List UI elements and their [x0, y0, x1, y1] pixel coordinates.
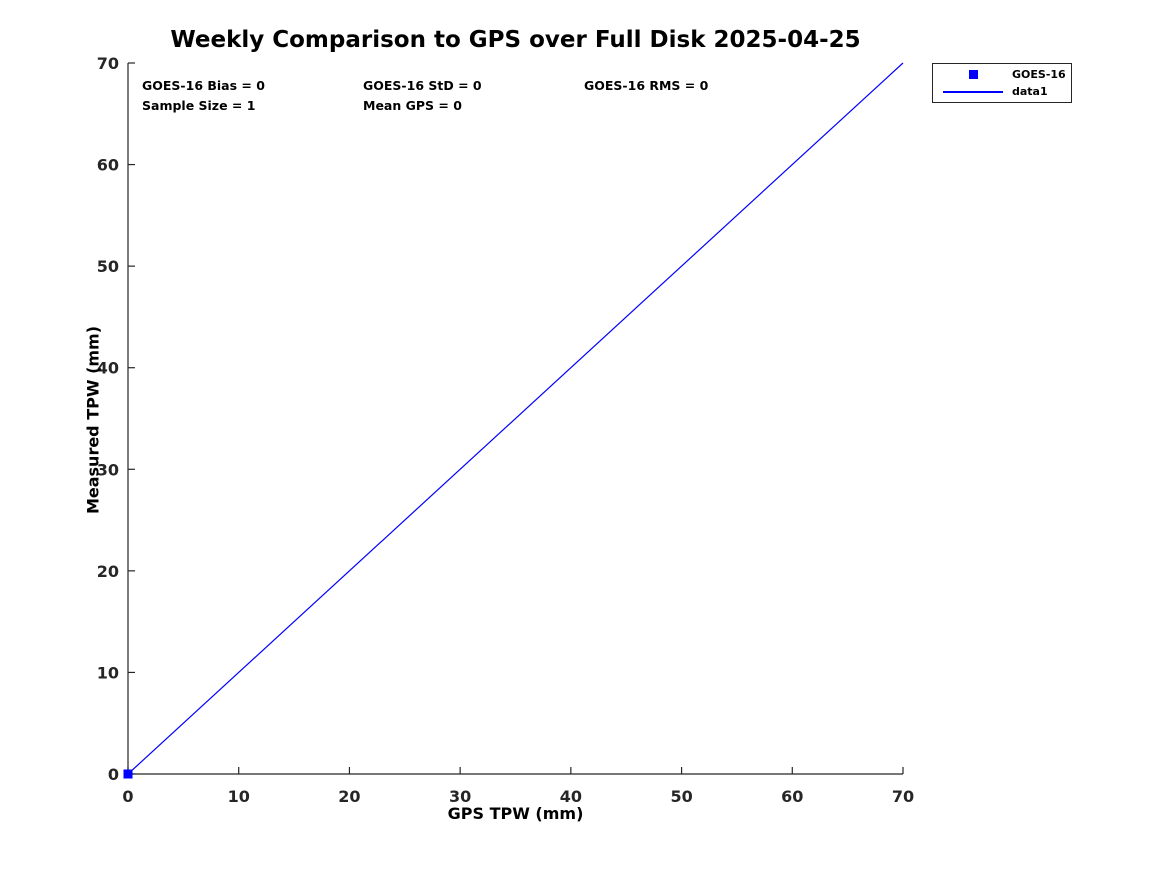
- legend-entry-data1: data1: [933, 83, 1071, 100]
- legend-label-goes16: GOES-16: [1012, 68, 1066, 81]
- square-marker-icon: [968, 70, 978, 79]
- x-tick-label: 10: [228, 787, 250, 806]
- x-tick-label: 70: [892, 787, 914, 806]
- series-line-data1: [127, 62, 904, 775]
- y-tick-label: 20: [97, 562, 119, 581]
- legend-swatch-area: [943, 70, 1003, 79]
- y-tick-label: 30: [97, 460, 119, 479]
- x-tick-label: 30: [449, 787, 471, 806]
- x-tick-label: 20: [338, 787, 360, 806]
- y-tick-label: 70: [97, 54, 119, 73]
- stat-sample-size: Sample Size = 1: [142, 98, 256, 113]
- x-tick-label: 60: [781, 787, 803, 806]
- legend-label-data1: data1: [1012, 85, 1048, 98]
- y-tick-label: 10: [97, 663, 119, 682]
- y-axis-label: Measured TPW (mm): [83, 325, 103, 515]
- stat-mean-gps: Mean GPS = 0: [363, 98, 462, 113]
- stat-rms: GOES-16 RMS = 0: [584, 78, 709, 93]
- x-tick-label: 40: [560, 787, 582, 806]
- x-tick-label: 50: [670, 787, 692, 806]
- x-tick-label: 0: [122, 787, 133, 806]
- line-sample-icon: [943, 90, 1003, 93]
- y-tick-label: 40: [97, 359, 119, 378]
- y-tick-label: 0: [108, 765, 119, 784]
- x-axis-label: GPS TPW (mm): [447, 804, 584, 823]
- y-tick-label: 50: [97, 257, 119, 276]
- legend-entry-goes16: GOES-16: [933, 66, 1071, 83]
- chart-title: Weekly Comparison to GPS over Full Disk …: [170, 27, 861, 53]
- stat-std: GOES-16 StD = 0: [363, 78, 482, 93]
- y-tick-label: 60: [97, 156, 119, 175]
- stat-bias: GOES-16 Bias = 0: [142, 78, 265, 93]
- legend: GOES-16 data1: [932, 63, 1072, 103]
- legend-swatch-area: [943, 90, 1003, 93]
